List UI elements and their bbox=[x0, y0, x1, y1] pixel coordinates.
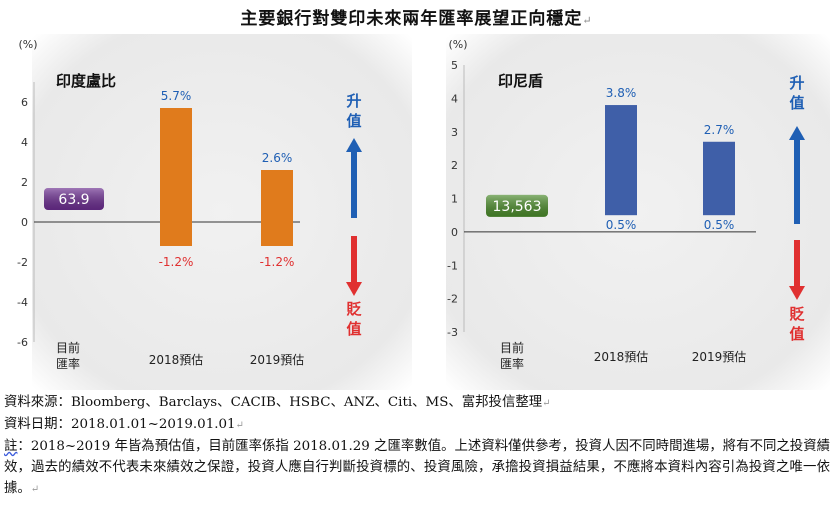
depreciation-label: 值 bbox=[346, 320, 361, 338]
chart-inr: (%) 6 4 2 0 -2 -4 -6 印度盧比 63.9 目前匯率 -1.2% 5.7% 2018預估… bbox=[17, 34, 412, 390]
down-arrow-head-icon bbox=[789, 286, 805, 300]
up-arrow-shaft bbox=[351, 150, 357, 218]
y-tick-label: -3 bbox=[447, 326, 458, 339]
chart-idr: (%) 5 4 3 2 1 0 -1 -2 -3 印尼盾 13,563 目前匯率 0.5% 3.8% 2018… bbox=[446, 34, 830, 390]
current-rate-label: 匯率 bbox=[500, 356, 524, 371]
y-tick-label: 1 bbox=[451, 193, 458, 206]
bar-down bbox=[160, 222, 192, 246]
y-tick-label: 4 bbox=[451, 92, 458, 105]
current-rate-value: 63.9 bbox=[58, 192, 89, 208]
y-tick-label: 0 bbox=[451, 226, 458, 239]
source-note: 資料來源：Bloomberg、Barclays、CACIB、HSBC、ANZ、C… bbox=[4, 395, 551, 410]
data-label-up: 3.8% bbox=[606, 86, 637, 100]
bar-down bbox=[261, 222, 293, 246]
y-tick-label: 3 bbox=[451, 126, 458, 139]
current-rate-label: 目前 bbox=[500, 340, 524, 355]
footnotes: 資料來源：Bloomberg、Barclays、CACIB、HSBC、ANZ、C… bbox=[4, 392, 830, 500]
paragraph-mark: ↵ bbox=[582, 14, 593, 27]
y-tick-label: 2 bbox=[451, 159, 458, 172]
bar-up bbox=[160, 108, 192, 222]
x-category-label: 2018預估 bbox=[594, 350, 649, 364]
appreciation-label: 升 bbox=[346, 92, 361, 110]
up-arrow-shaft bbox=[794, 138, 800, 224]
current-rate-badge-shade bbox=[44, 188, 104, 210]
data-label-down: -1.2% bbox=[260, 255, 295, 269]
chart-title: 印度盧比 bbox=[56, 72, 116, 90]
disclaimer-label: 註 bbox=[4, 439, 18, 454]
y-tick-label: 0 bbox=[21, 216, 28, 229]
y-tick-label: -6 bbox=[17, 336, 28, 349]
depreciation-label: 貶 bbox=[789, 305, 804, 323]
bar-range bbox=[605, 105, 637, 216]
disclaimer-note: 註：2018~2019 年皆為預估值，目前匯率係指 2018.01.29 之匯率… bbox=[4, 439, 831, 496]
appreciation-label: 升 bbox=[789, 74, 804, 92]
chart-title: 印尼盾 bbox=[498, 72, 543, 90]
down-arrow-shaft bbox=[351, 236, 357, 284]
y-tick-label: 2 bbox=[21, 176, 28, 189]
x-category-label: 2019預估 bbox=[250, 353, 305, 367]
y-tick-label: 5 bbox=[451, 59, 458, 72]
date-note: 資料日期：2018.01.01~2019.01.01↵ bbox=[4, 417, 244, 432]
current-rate-value: 13,563 bbox=[493, 199, 542, 215]
charts-area: (%) 6 4 2 0 -2 -4 -6 印度盧比 63.9 目前 匯率 -1.2% 5.7% 2018預估… bbox=[0, 34, 833, 390]
plot-background bbox=[32, 34, 412, 390]
depreciation-label: 貶 bbox=[346, 300, 361, 318]
appreciation-label: 值 bbox=[789, 94, 804, 112]
y-tick-label: -4 bbox=[17, 296, 28, 309]
y-tick-label: -2 bbox=[17, 256, 28, 269]
page-title: 主要銀行對雙印未來兩年匯率展望正向穩定↵ bbox=[0, 4, 833, 29]
bar-range bbox=[703, 141, 735, 216]
x-category-label: 2018預估 bbox=[149, 353, 204, 367]
up-arrow-head-icon bbox=[346, 138, 362, 152]
y-tick-label: 4 bbox=[21, 136, 28, 149]
down-arrow-head-icon bbox=[346, 282, 362, 296]
y-tick-label: 6 bbox=[21, 96, 28, 109]
current-rate-label: 匯率 bbox=[56, 356, 80, 371]
bar-up bbox=[261, 170, 293, 222]
down-arrow-shaft bbox=[794, 240, 800, 288]
y-unit-label: (%) bbox=[18, 38, 37, 51]
y-unit-label: (%) bbox=[448, 38, 467, 51]
x-category-label: 2019預估 bbox=[692, 350, 747, 364]
depreciation-label: 值 bbox=[789, 325, 804, 343]
appreciation-label: 值 bbox=[346, 112, 361, 130]
current-rate-label: 目前 bbox=[56, 340, 80, 355]
title-text: 主要銀行對雙印未來兩年匯率展望正向穩定 bbox=[240, 9, 583, 29]
data-label-down: 0.5% bbox=[606, 218, 637, 232]
data-label-up: 5.7% bbox=[161, 89, 192, 103]
data-label-up: 2.7% bbox=[704, 123, 735, 137]
current-rate-badge-shade bbox=[486, 194, 548, 217]
up-arrow-head-icon bbox=[789, 126, 805, 140]
data-label-down: -1.2% bbox=[159, 255, 194, 269]
data-label-up: 2.6% bbox=[262, 151, 293, 165]
disclaimer-text: ：2018~2019 年皆為預估值，目前匯率係指 2018.01.29 之匯率數… bbox=[4, 439, 831, 496]
data-label-down: 0.5% bbox=[704, 218, 735, 232]
y-tick-label: -1 bbox=[447, 259, 458, 272]
y-tick-label: -2 bbox=[447, 293, 458, 306]
